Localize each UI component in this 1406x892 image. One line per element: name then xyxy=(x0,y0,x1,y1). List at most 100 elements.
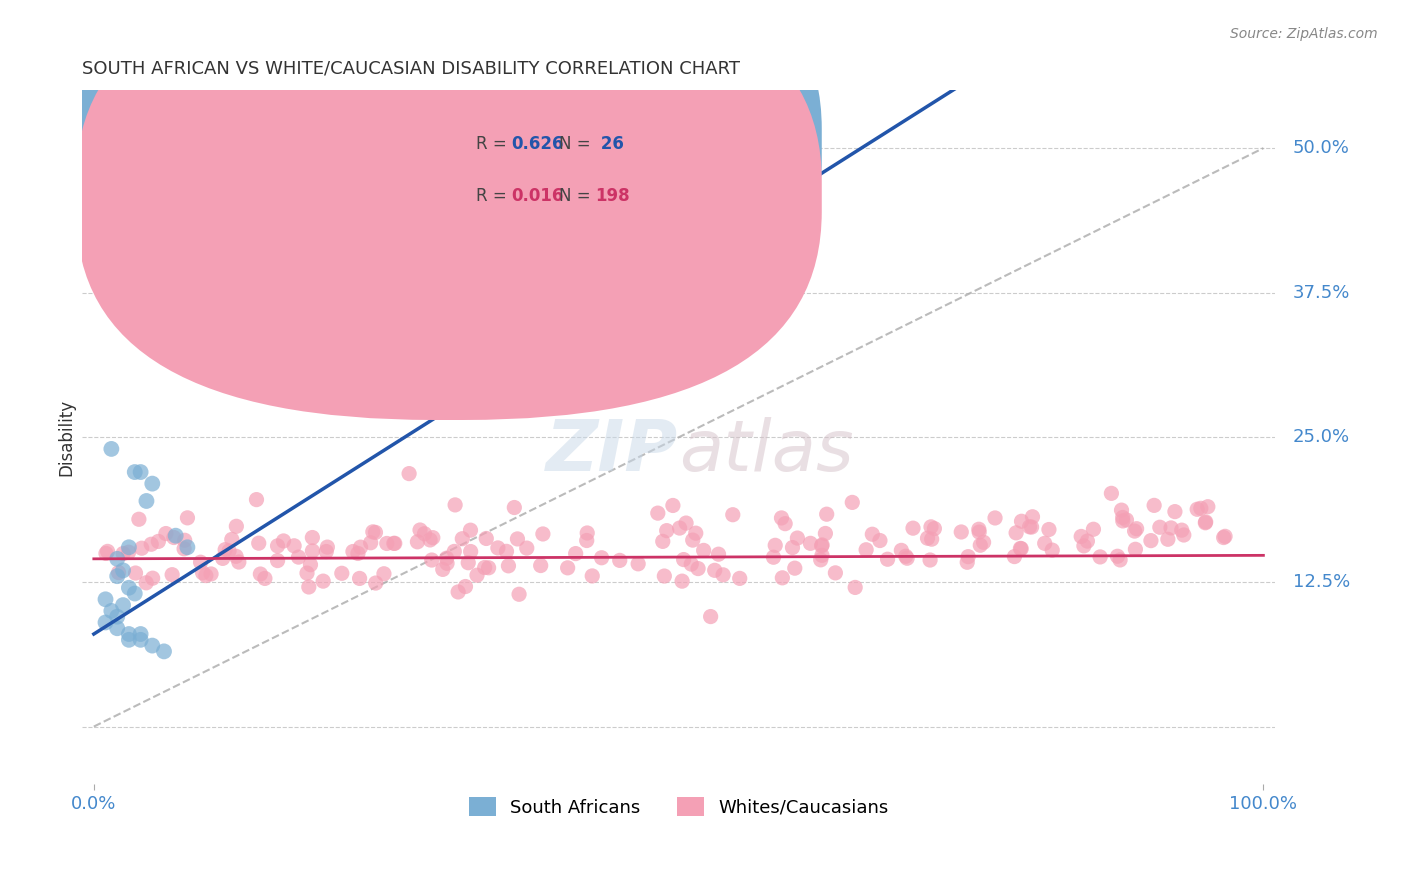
Whites/Caucasians xyxy=(920,553,942,567)
Whites/Caucasians xyxy=(1038,523,1060,537)
Text: N =: N = xyxy=(560,135,596,153)
Whites/Caucasians xyxy=(454,580,477,594)
South Africans xyxy=(129,632,152,647)
Whites/Caucasians xyxy=(163,531,186,545)
Text: 0.626: 0.626 xyxy=(512,135,564,153)
Whites/Caucasians xyxy=(1115,513,1137,527)
Whites/Caucasians xyxy=(530,558,553,573)
Whites/Caucasians xyxy=(814,526,837,541)
Whites/Caucasians xyxy=(330,566,353,581)
Whites/Caucasians xyxy=(247,536,270,550)
Whites/Caucasians xyxy=(422,531,444,545)
Whites/Caucasians xyxy=(160,567,183,582)
Whites/Caucasians xyxy=(245,492,267,507)
Whites/Caucasians xyxy=(406,534,429,549)
Whites/Caucasians xyxy=(860,527,883,541)
South Africans xyxy=(112,598,135,612)
Whites/Caucasians xyxy=(924,522,946,536)
Whites/Caucasians xyxy=(409,523,432,537)
Text: atlas: atlas xyxy=(679,417,853,486)
South Africans xyxy=(124,465,146,479)
Whites/Caucasians xyxy=(287,550,309,565)
Whites/Caucasians xyxy=(142,571,165,585)
Whites/Caucasians xyxy=(1125,522,1147,536)
South Africans xyxy=(153,644,176,658)
South Africans xyxy=(100,442,122,456)
Whites/Caucasians xyxy=(516,541,538,555)
Whites/Caucasians xyxy=(654,569,676,583)
Whites/Caucasians xyxy=(451,532,474,546)
Whites/Caucasians xyxy=(225,519,247,533)
Whites/Caucasians xyxy=(855,542,877,557)
Whites/Caucasians xyxy=(360,535,382,549)
Whites/Caucasians xyxy=(347,546,370,560)
Whites/Caucasians xyxy=(194,568,217,582)
Whites/Caucasians xyxy=(460,544,482,558)
Whites/Caucasians xyxy=(295,566,318,580)
Whites/Caucasians xyxy=(503,500,526,515)
Whites/Caucasians xyxy=(1140,533,1163,548)
Text: 198: 198 xyxy=(595,186,630,205)
Whites/Caucasians xyxy=(686,561,709,575)
Whites/Caucasians xyxy=(221,533,243,547)
Whites/Caucasians xyxy=(685,526,707,541)
Whites/Caucasians xyxy=(478,561,501,575)
Whites/Caucasians xyxy=(703,563,725,577)
Whites/Caucasians xyxy=(1112,514,1135,528)
Whites/Caucasians xyxy=(896,551,918,566)
Text: Source: ZipAtlas.com: Source: ZipAtlas.com xyxy=(1230,27,1378,41)
Whites/Caucasians xyxy=(711,567,734,582)
Whites/Caucasians xyxy=(699,609,721,624)
Whites/Caucasians xyxy=(1111,510,1133,524)
Whites/Caucasians xyxy=(1111,503,1133,517)
Whites/Caucasians xyxy=(917,531,939,545)
Whites/Caucasians xyxy=(436,557,458,571)
Whites/Caucasians xyxy=(824,566,846,580)
Whites/Caucasians xyxy=(728,571,751,585)
Whites/Caucasians xyxy=(173,533,195,548)
Whites/Caucasians xyxy=(531,527,554,541)
Whites/Caucasians xyxy=(609,553,631,567)
Whites/Caucasians xyxy=(1157,533,1180,547)
Whites/Caucasians xyxy=(315,544,337,558)
Whites/Caucasians xyxy=(508,587,530,601)
Whites/Caucasians xyxy=(782,541,804,555)
Whites/Caucasians xyxy=(841,495,863,509)
Text: 50.0%: 50.0% xyxy=(1294,139,1350,157)
Whites/Caucasians xyxy=(721,508,744,522)
Y-axis label: Disability: Disability xyxy=(58,399,75,476)
Whites/Caucasians xyxy=(1010,541,1032,556)
Whites/Caucasians xyxy=(810,553,832,567)
South Africans xyxy=(129,627,152,641)
Whites/Caucasians xyxy=(141,537,163,551)
Whites/Caucasians xyxy=(375,536,398,550)
Whites/Caucasians xyxy=(420,553,443,567)
Text: 37.5%: 37.5% xyxy=(1294,284,1350,301)
Whites/Caucasians xyxy=(811,549,834,563)
South Africans xyxy=(105,609,128,624)
Whites/Caucasians xyxy=(273,533,295,548)
Whites/Caucasians xyxy=(253,571,276,585)
Whites/Caucasians xyxy=(135,575,157,590)
Whites/Caucasians xyxy=(967,525,990,540)
Whites/Caucasians xyxy=(283,539,305,553)
South Africans xyxy=(105,551,128,566)
Whites/Caucasians xyxy=(457,556,479,570)
Whites/Caucasians xyxy=(564,547,586,561)
Whites/Caucasians xyxy=(1070,529,1092,543)
Whites/Caucasians xyxy=(770,511,793,525)
Text: R =: R = xyxy=(475,186,512,205)
South Africans xyxy=(94,592,117,607)
Whites/Caucasians xyxy=(1040,543,1063,558)
Whites/Caucasians xyxy=(811,538,834,552)
South Africans xyxy=(124,586,146,600)
Whites/Caucasians xyxy=(1021,509,1043,524)
Whites/Caucasians xyxy=(384,536,406,550)
Whites/Caucasians xyxy=(1212,531,1234,545)
Whites/Caucasians xyxy=(591,550,613,565)
Whites/Caucasians xyxy=(1011,514,1033,528)
Text: SOUTH AFRICAN VS WHITE/CAUCASIAN DISABILITY CORRELATION CHART: SOUTH AFRICAN VS WHITE/CAUCASIAN DISABIL… xyxy=(82,60,740,78)
Whites/Caucasians xyxy=(681,557,703,571)
Whites/Caucasians xyxy=(575,533,598,548)
Whites/Caucasians xyxy=(1195,515,1218,529)
